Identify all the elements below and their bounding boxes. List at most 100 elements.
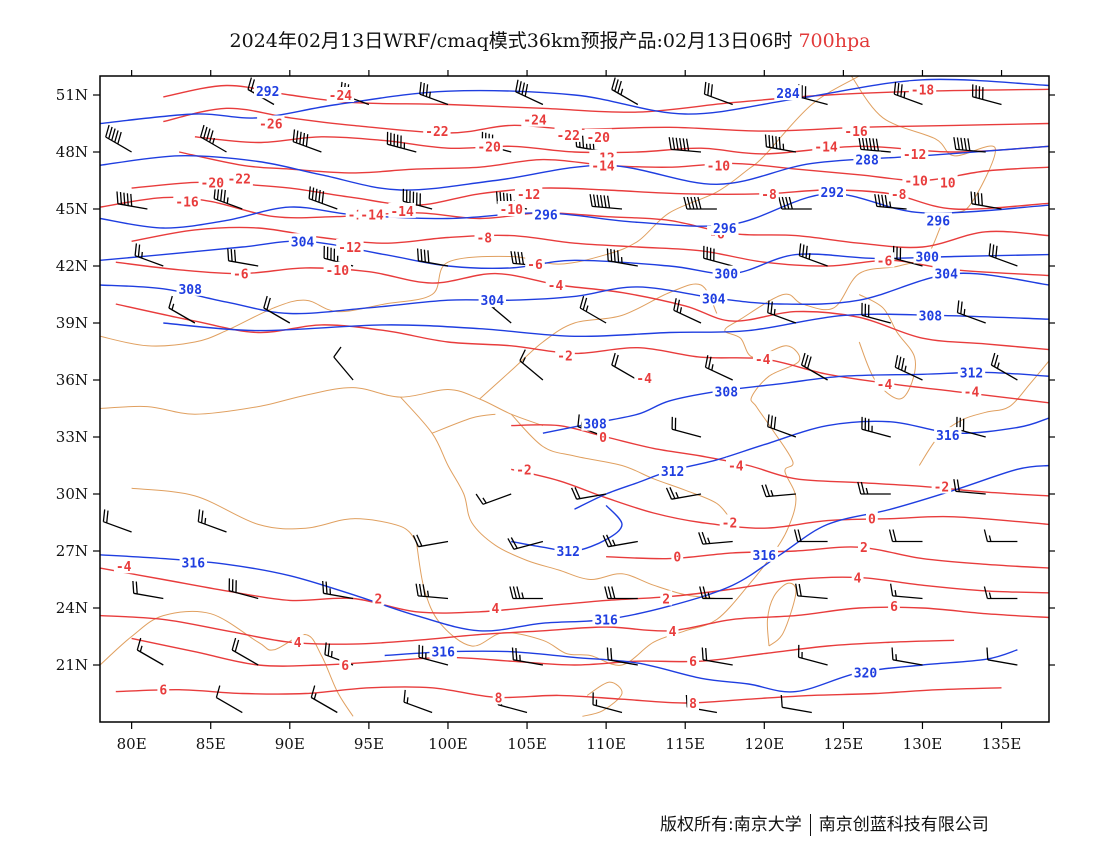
temperature-label: -16 [173, 193, 201, 210]
height-contour [542, 371, 1049, 434]
border-line [131, 487, 417, 542]
wind-barb [703, 245, 733, 267]
svg-text:304: 304 [934, 268, 958, 283]
wind-barb [861, 302, 891, 324]
wind-barb [416, 248, 449, 267]
svg-text:6: 6 [689, 655, 697, 670]
border-line [431, 413, 496, 434]
temperature-contour [100, 567, 1049, 614]
wind-barb [764, 134, 797, 153]
temperature-label: -4 [113, 558, 134, 575]
x-tick-label: 130E [903, 735, 943, 753]
wind-barb [231, 637, 259, 666]
height-label: 292 [254, 83, 282, 100]
svg-text:-12: -12 [338, 241, 361, 256]
height-label: 304 [288, 233, 317, 250]
wind-barb [579, 295, 607, 324]
height-contour [163, 313, 1049, 338]
temperature-label: 8 [492, 689, 505, 706]
wind-barb [611, 77, 639, 106]
height-label: 300 [913, 248, 941, 266]
x-tick-label: 100E [428, 735, 468, 753]
svg-text:-10: -10 [499, 203, 523, 218]
height-contour [384, 649, 1018, 693]
svg-text:-16: -16 [844, 125, 868, 140]
copyright-text: 版权所有:南京大学 [660, 815, 802, 835]
svg-text:292: 292 [821, 186, 844, 201]
temperature-label: 0 [671, 548, 684, 566]
temperature-contour [511, 468, 1049, 529]
temperature-label: -8 [759, 185, 779, 203]
wind-barb [132, 580, 164, 600]
wind-barb [990, 352, 1018, 381]
wind-barb [953, 137, 986, 153]
temperature-label: -20 [584, 128, 612, 146]
wind-barb [894, 355, 923, 381]
svg-text:-12: -12 [517, 188, 540, 203]
svg-text:8: 8 [495, 691, 503, 706]
wind-barb [604, 586, 638, 600]
height-label: 296 [924, 212, 952, 229]
wind-barb [701, 647, 733, 666]
svg-text:-24: -24 [523, 114, 547, 129]
temperature-label: -4 [634, 370, 654, 387]
wind-barb [683, 196, 717, 210]
height-label: 308 [916, 307, 945, 324]
wind-barb [168, 295, 196, 324]
height-label: 308 [581, 415, 609, 433]
temperature-label: 6 [687, 653, 699, 670]
svg-text:-6: -6 [233, 268, 249, 283]
temperature-label: -20 [475, 138, 503, 155]
temperature-label: -26 [257, 115, 285, 133]
svg-text:316: 316 [936, 429, 960, 444]
height-contour [511, 504, 623, 552]
wind-barb [310, 685, 338, 714]
wind-barb [888, 529, 923, 543]
svg-text:4: 4 [491, 602, 499, 617]
wind-barb [858, 137, 891, 153]
wind-barb [116, 191, 148, 210]
x-tick-label: 125E [824, 735, 864, 753]
svg-text:-20: -20 [477, 140, 501, 155]
svg-text:2: 2 [662, 593, 670, 608]
temperature-contour [131, 226, 1049, 277]
svg-text:6: 6 [159, 684, 167, 699]
wind-barb [767, 414, 797, 438]
temperature-label: 6 [888, 598, 900, 615]
border-line [100, 76, 860, 347]
temperature-label: -2 [931, 478, 952, 495]
wind-barb [970, 191, 1002, 210]
y-tick-label: 27N [56, 542, 88, 560]
svg-text:6: 6 [890, 600, 898, 615]
height-label: 288 [853, 151, 881, 169]
wind-barb [892, 245, 923, 267]
y-tick-label: 39N [56, 314, 88, 332]
svg-text:-16: -16 [175, 195, 199, 210]
height-label: 312 [957, 364, 986, 381]
svg-text:-22: -22 [556, 129, 579, 144]
y-tick-label: 45N [56, 200, 88, 218]
temperature-label: -22 [225, 170, 253, 188]
wind-barb [213, 186, 243, 210]
svg-text:308: 308 [919, 309, 943, 324]
title-level: 700hpa [798, 30, 871, 52]
svg-text:320: 320 [854, 667, 878, 682]
wind-barb [780, 694, 812, 714]
temperature-label: 6 [157, 681, 170, 699]
svg-text:304: 304 [481, 294, 505, 309]
wind-barb [861, 416, 891, 438]
svg-text:-4: -4 [116, 560, 132, 575]
svg-text:-6: -6 [527, 258, 543, 273]
height-label: 284 [774, 85, 802, 102]
svg-text:-26: -26 [259, 118, 283, 133]
height-label: 296 [711, 220, 739, 237]
temperature-label: -2 [719, 514, 740, 532]
wind-barb [402, 188, 433, 210]
svg-text:292: 292 [256, 85, 279, 100]
height-label: 316 [429, 643, 457, 661]
svg-text:-2: -2 [557, 349, 573, 364]
svg-text:-4: -4 [877, 378, 893, 393]
border-line [100, 387, 544, 427]
wind-barb [199, 124, 227, 153]
